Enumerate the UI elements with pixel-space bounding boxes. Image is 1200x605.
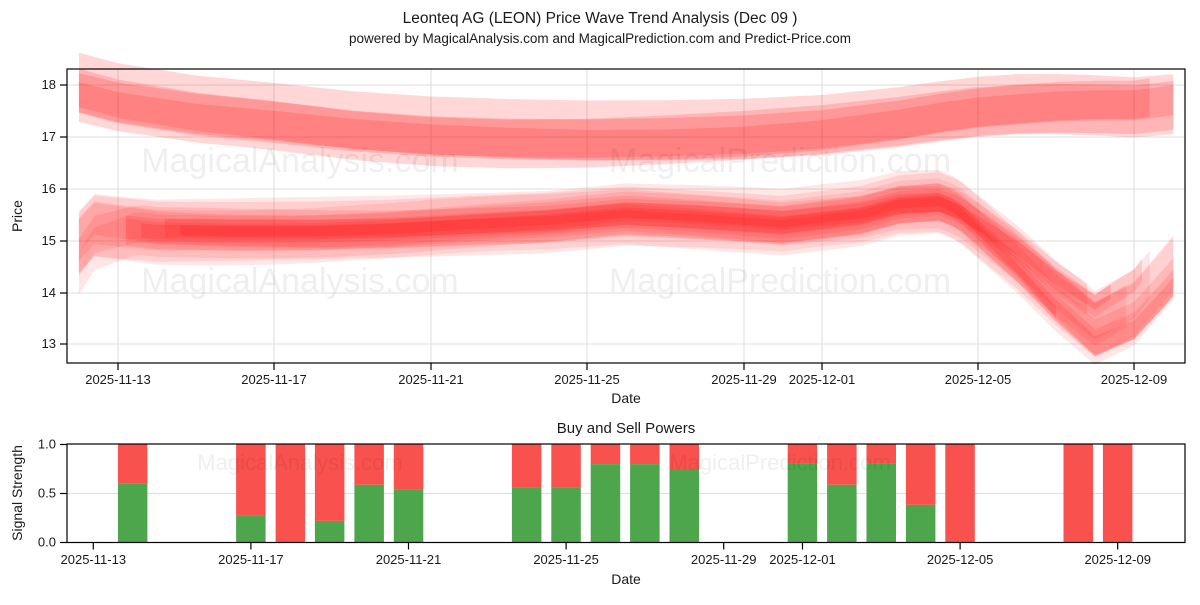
svg-text:Signal Strength: Signal Strength [9, 445, 25, 541]
svg-text:1.0: 1.0 [38, 437, 56, 452]
svg-text:Price: Price [9, 200, 25, 232]
svg-text:2025-11-17: 2025-11-17 [241, 372, 307, 387]
svg-text:2025-11-21: 2025-11-21 [398, 372, 464, 387]
svg-text:2025-11-29: 2025-11-29 [711, 372, 777, 387]
svg-text:2025-11-17: 2025-11-17 [218, 552, 284, 567]
svg-text:Date: Date [611, 390, 641, 406]
svg-text:2025-11-25: 2025-11-25 [554, 372, 620, 387]
svg-text:2025-12-09: 2025-12-09 [1084, 552, 1151, 567]
svg-text:2025-11-29: 2025-11-29 [691, 552, 757, 567]
svg-text:16: 16 [42, 181, 56, 196]
svg-text:2025-11-21: 2025-11-21 [376, 552, 442, 567]
svg-text:MagicalAnalysis.com: MagicalAnalysis.com [141, 262, 458, 300]
svg-text:MagicalAnalysis.com: MagicalAnalysis.com [141, 142, 458, 180]
svg-text:13: 13 [42, 336, 56, 351]
svg-text:14: 14 [42, 285, 56, 300]
svg-text:2025-12-01: 2025-12-01 [769, 552, 836, 567]
svg-text:2025-12-05: 2025-12-05 [945, 372, 1012, 387]
svg-text:MagicalPrediction.com: MagicalPrediction.com [669, 450, 890, 475]
svg-text:17: 17 [42, 129, 56, 144]
svg-text:2025-11-13: 2025-11-13 [61, 552, 127, 567]
svg-text:MagicalPrediction.com: MagicalPrediction.com [609, 142, 951, 180]
svg-text:0.0: 0.0 [38, 535, 56, 550]
svg-text:MagicalAnalysis.com: MagicalAnalysis.com [197, 450, 402, 475]
svg-text:2025-12-05: 2025-12-05 [927, 552, 994, 567]
svg-text:2025-12-01: 2025-12-01 [789, 372, 856, 387]
svg-text:2025-12-09: 2025-12-09 [1101, 372, 1168, 387]
svg-text:MagicalPrediction.com: MagicalPrediction.com [609, 262, 951, 300]
svg-text:Date: Date [611, 571, 641, 587]
svg-text:2025-11-25: 2025-11-25 [533, 552, 599, 567]
svg-text:15: 15 [42, 233, 56, 248]
svg-text:0.5: 0.5 [38, 486, 56, 501]
svg-text:18: 18 [42, 77, 56, 92]
svg-text:Buy and Sell Powers: Buy and Sell Powers [557, 420, 695, 437]
svg-text:2025-11-13: 2025-11-13 [85, 372, 151, 387]
